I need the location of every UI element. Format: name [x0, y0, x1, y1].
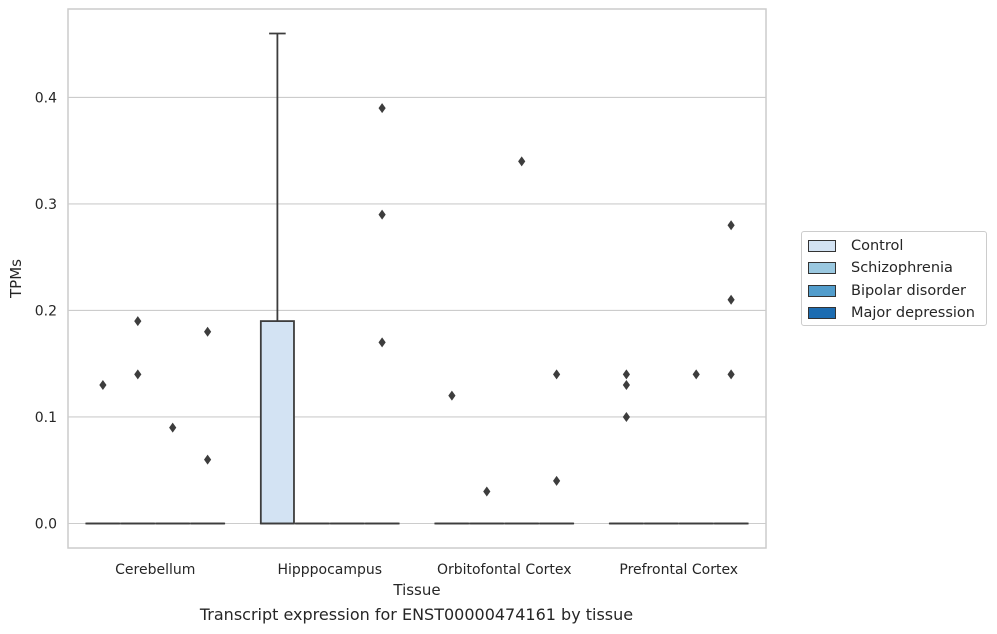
box-2-1 [469, 486, 505, 525]
outlier-point [692, 369, 700, 380]
box-0-0 [85, 380, 121, 525]
legend-label-schizophrenia: Schizophrenia [851, 260, 953, 276]
outlier-point [483, 486, 491, 497]
outlier-point [134, 316, 142, 327]
legend-item-major-depression: Major depression [808, 304, 975, 322]
outlier-point [622, 380, 630, 391]
legend-label-control: Control [851, 238, 904, 254]
box-0-2 [155, 422, 191, 525]
outlier-point [727, 220, 735, 231]
x-tick-label: Prefrontal Cortex [619, 562, 738, 578]
outlier-point [727, 294, 735, 305]
box-body [259, 320, 295, 525]
y-tick-label: 0.0 [35, 517, 57, 533]
box-3-0 [608, 369, 644, 525]
legend-item-schizophrenia: Schizophrenia [808, 259, 953, 277]
outlier-point [518, 156, 526, 167]
outlier-point [204, 454, 212, 465]
outlier-point [378, 103, 386, 114]
box-3-2 [678, 369, 714, 525]
legend-swatch-major-depression [808, 307, 836, 319]
outlier-point [553, 475, 561, 486]
box-2-0 [434, 390, 470, 525]
x-axis-label: Tissue [392, 581, 440, 599]
box-0-1 [120, 316, 156, 525]
box-2-3 [539, 369, 575, 525]
chart-caption: Transcript expression for ENST0000047416… [199, 605, 634, 624]
plot-border [67, 8, 767, 549]
y-tick-label: 0.1 [35, 410, 57, 426]
y-tick-label: 0.2 [35, 303, 57, 319]
x-tick-label: Cerebellum [115, 562, 195, 578]
legend-item-control: Control [808, 237, 903, 255]
outlier-point [553, 369, 561, 380]
legend-swatch-schizophrenia [808, 262, 836, 274]
outlier-point [622, 369, 630, 380]
box-1-3 [364, 103, 400, 525]
outlier-point [378, 337, 386, 348]
legend-label-bipolar-disorder: Bipolar disorder [851, 283, 966, 299]
outlier-point [169, 422, 177, 433]
y-tick-label: 0.4 [35, 90, 57, 106]
box-0-3 [190, 326, 226, 525]
plot-area [68, 9, 766, 548]
x-tick-label: Orbitofontal Cortex [437, 562, 572, 578]
box-2-2 [504, 156, 540, 525]
outlier-point [134, 369, 142, 380]
legend-swatch-control [808, 240, 836, 252]
legend-swatch-bipolar-disorder [808, 285, 836, 297]
legend: Control Schizophrenia Bipolar disorder M… [801, 231, 987, 326]
outlier-point [204, 326, 212, 337]
y-tick-label: 0.3 [35, 197, 57, 213]
legend-label-major-depression: Major depression [851, 305, 975, 321]
outlier-point [99, 380, 107, 391]
outlier-point [378, 209, 386, 220]
outlier-point [727, 369, 735, 380]
y-axis-label: TPMs [7, 259, 25, 299]
box-3-3 [713, 220, 749, 525]
outlier-point [448, 390, 456, 401]
outlier-point [622, 411, 630, 422]
x-tick-label: Hipppocampus [277, 562, 382, 578]
box-1-0 [259, 32, 295, 525]
legend-item-bipolar-disorder: Bipolar disorder [808, 282, 966, 300]
